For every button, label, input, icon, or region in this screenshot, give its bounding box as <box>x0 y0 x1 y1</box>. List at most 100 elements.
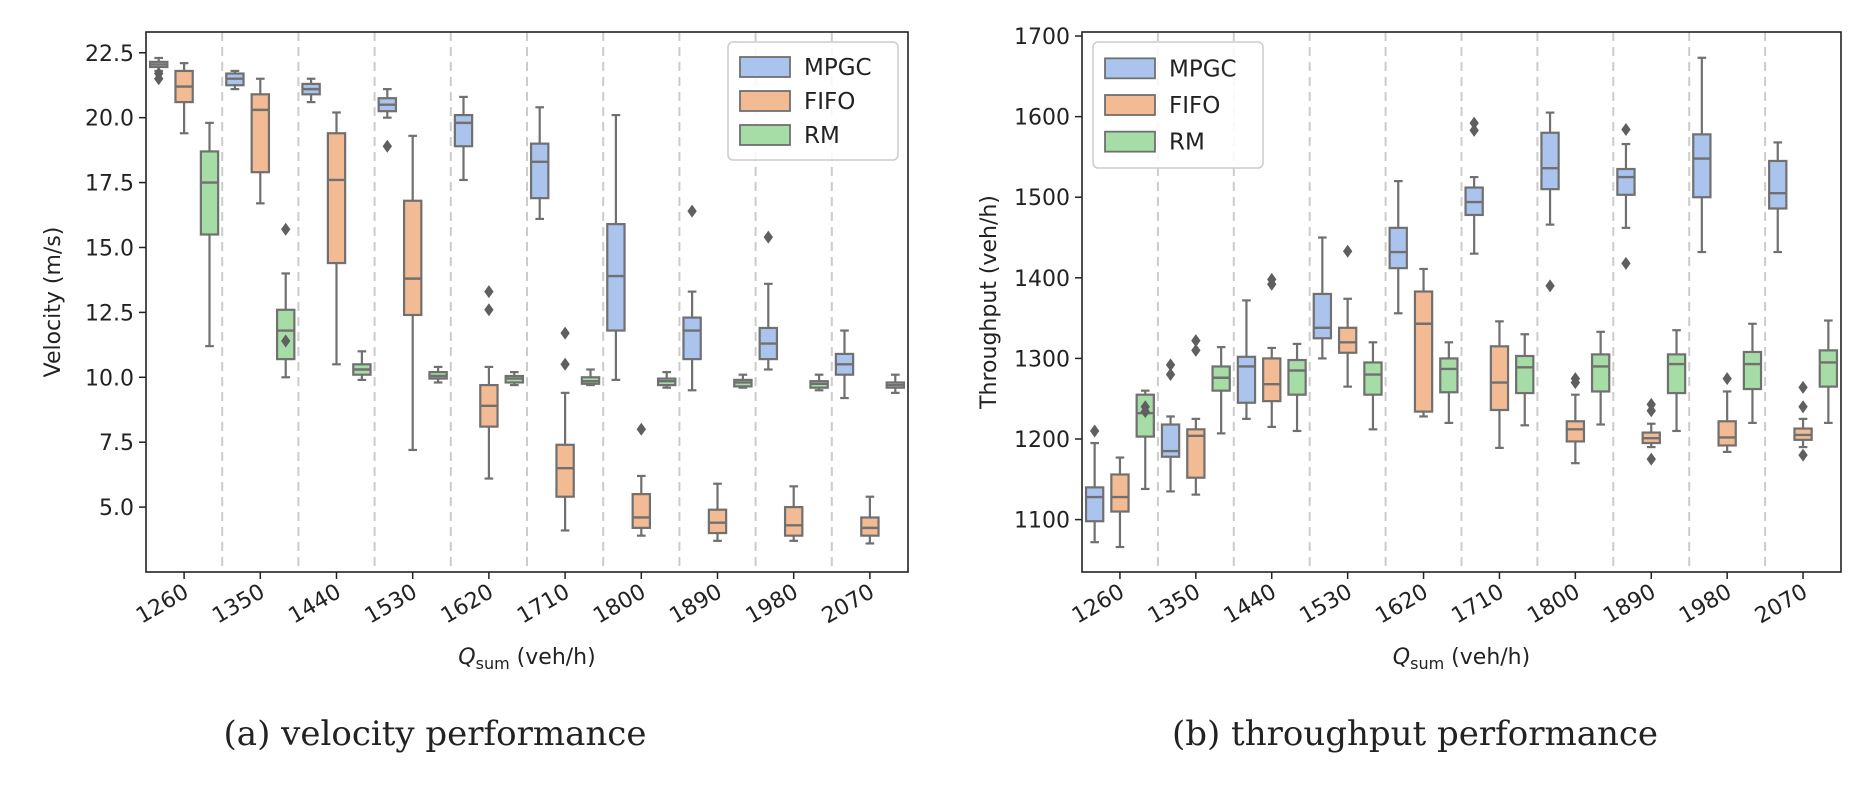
legend-swatch <box>1104 94 1156 116</box>
box-iqr <box>326 132 347 265</box>
box-mpgc-2070 <box>1768 141 1788 254</box>
box-iqr <box>1110 473 1130 513</box>
legend-item-fifo: FIFO <box>739 89 855 115</box>
legend-label: RM <box>804 123 840 149</box>
box-iqr <box>1489 345 1510 412</box>
y-axis-label: Velocity (m/s) <box>41 227 66 378</box>
box-rm-1260 <box>199 121 220 348</box>
box-iqr <box>1515 354 1535 395</box>
box-iqr <box>453 113 474 148</box>
box-rm-1800 <box>656 370 677 389</box>
x-tick-label: 1440 <box>285 580 346 630</box>
y-tick-label: 1500 <box>1014 186 1070 211</box>
box-iqr <box>529 142 550 200</box>
y-tick-label: 1600 <box>1014 106 1070 131</box>
y-tick-label: 10.0 <box>85 366 134 391</box>
outlier-point <box>1545 279 1555 293</box>
y-tick-label: 1200 <box>1014 428 1070 453</box>
x-tick-label: 1620 <box>437 580 498 630</box>
box-fifo-1890 <box>1641 397 1661 466</box>
outlier-point <box>1191 343 1201 357</box>
legend-item-mpgc: MPGC <box>1104 56 1237 82</box>
legend-item-fifo: FIFO <box>1104 93 1220 119</box>
box-mpgc-1710 <box>529 106 550 221</box>
box-iqr <box>707 508 728 535</box>
x-tick-label: 1530 <box>1296 580 1357 630</box>
outlier-point <box>1191 334 1201 348</box>
x-axis-label: Qsum (veh/h) <box>1393 645 1530 673</box>
box-rm-1530 <box>1363 341 1383 431</box>
outlier-point <box>560 357 570 371</box>
box-rm-1890 <box>733 373 753 389</box>
x-tick-label: 1980 <box>742 580 803 630</box>
box-iqr <box>606 223 626 332</box>
box-iqr <box>631 493 652 529</box>
outlier-point <box>1646 452 1656 466</box>
box-fifo-1530 <box>402 134 423 452</box>
box-iqr <box>1413 290 1434 413</box>
box-mpgc-1530 <box>377 88 398 153</box>
legend-label: RM <box>1169 130 1205 156</box>
box-rm-1890 <box>1666 329 1687 433</box>
box-fifo-2070 <box>1793 380 1813 462</box>
box-mpgc-1980 <box>758 230 779 371</box>
box-rm-1980 <box>1742 322 1763 424</box>
x-tick-label: 1890 <box>666 580 727 630</box>
box-fifo-1980 <box>783 485 804 542</box>
box-iqr <box>1717 420 1737 447</box>
outlier-point <box>1165 368 1176 382</box>
legend-item-rm: RM <box>739 123 840 149</box>
legend-swatch <box>739 124 791 146</box>
box-mpgc-2070 <box>834 329 855 400</box>
x-tick-label: 1530 <box>361 580 422 630</box>
box-iqr <box>1565 420 1586 443</box>
outlier-point <box>1342 244 1353 258</box>
box-mpgc-1620 <box>453 95 474 182</box>
outlier-point <box>484 303 494 317</box>
outlier-point <box>763 230 773 244</box>
x-tick-label: 1440 <box>1220 580 1281 630</box>
box-iqr <box>555 443 575 498</box>
box-rm-1980 <box>809 373 829 392</box>
outlier-point <box>382 139 392 153</box>
box-mpgc-1800 <box>1540 111 1560 293</box>
box-iqr <box>1540 131 1560 191</box>
legend-label: MPGC <box>804 55 872 81</box>
box-rm-1620 <box>504 370 525 387</box>
box-fifo-1710 <box>1489 320 1510 449</box>
outlier-point <box>1798 448 1808 462</box>
box-rm-1710 <box>1515 333 1535 427</box>
outlier-point <box>1798 400 1808 414</box>
legend: MPGC FIFO RM <box>727 41 899 161</box>
x-tick-label: 1800 <box>1523 580 1584 630</box>
legend: MPGC FIFO RM <box>1092 41 1264 169</box>
box-rm-1350 <box>275 222 296 379</box>
box-rm-2070 <box>885 373 906 394</box>
y-tick-label: 1300 <box>1014 347 1070 372</box>
x-tick-label: 1710 <box>513 580 574 630</box>
box-fifo-1980 <box>1717 372 1737 454</box>
x-tick-label: 1260 <box>132 580 193 630</box>
velocity-chart-panel: 5.0 7.5 10.0 12.5 15.0 17.5 20.0 22.5 1260 1350 14… <box>41 31 909 673</box>
outlier-point <box>1621 256 1631 270</box>
legend-swatch <box>739 90 791 112</box>
box-mpgc-1710 <box>1464 116 1484 255</box>
box-mpgc-1260 <box>148 56 169 86</box>
box-fifo-1440 <box>1262 272 1282 429</box>
box-iqr <box>1084 486 1105 523</box>
box-iqr <box>1439 357 1459 394</box>
y-tick-label: 1100 <box>1014 509 1070 534</box>
x-tick-label: 2070 <box>1751 580 1812 630</box>
outlier-point <box>1621 123 1631 137</box>
box-fifo-2070 <box>860 495 880 545</box>
box-iqr <box>1236 355 1257 404</box>
box-fifo-1890 <box>707 482 728 542</box>
outlier-point <box>687 204 697 218</box>
outlier-point <box>1798 380 1808 394</box>
outlier-point <box>1722 372 1732 386</box>
box-mpgc-1350 <box>1160 358 1181 493</box>
box-iqr <box>1363 361 1383 396</box>
outlier-point <box>281 334 291 348</box>
box-mpgc-1530 <box>1312 236 1333 360</box>
